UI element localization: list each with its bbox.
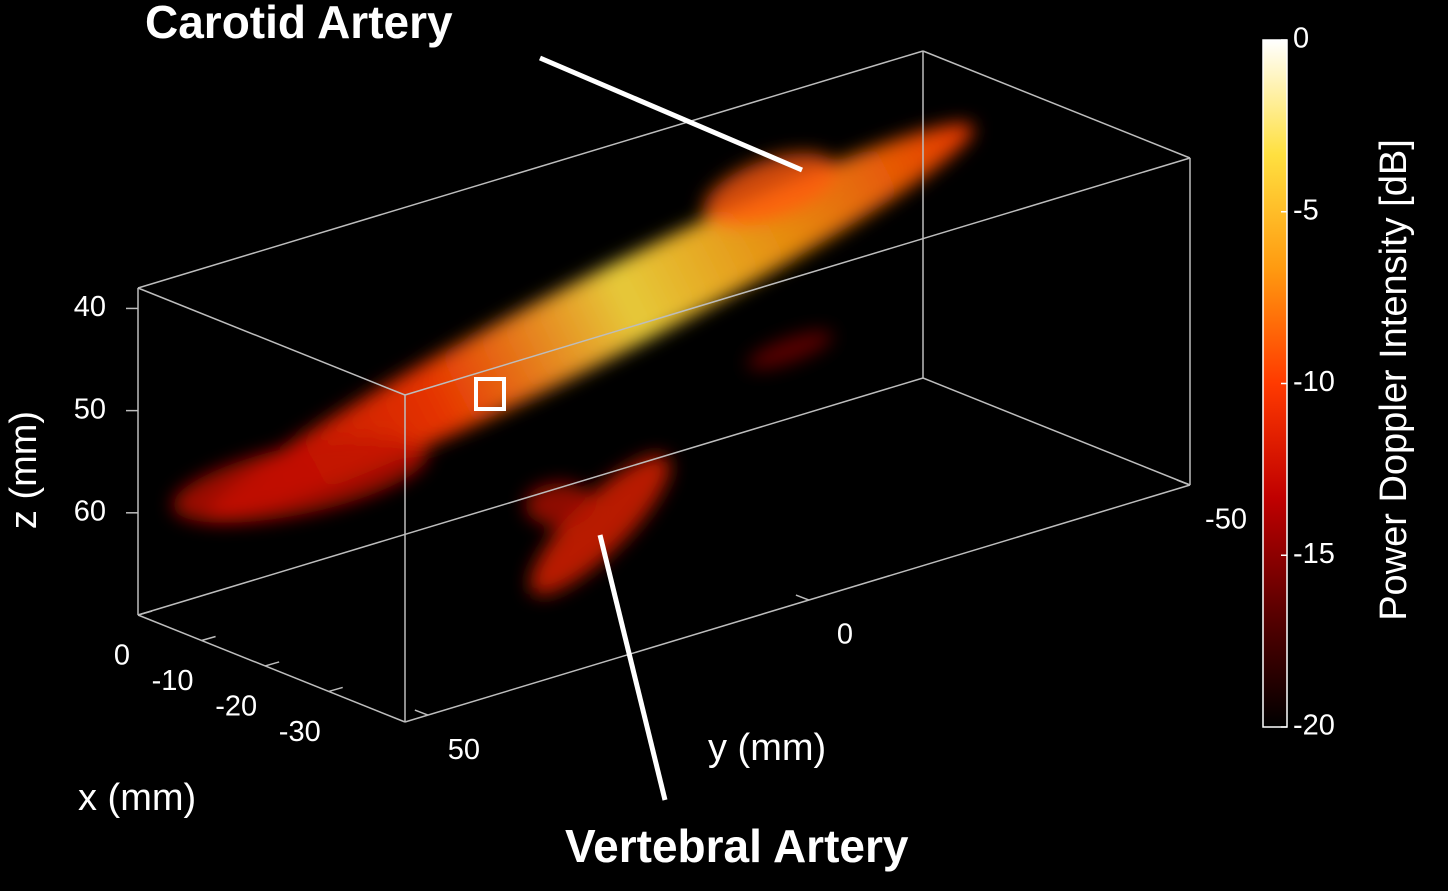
box-edge bbox=[404, 157, 1191, 396]
x-tick bbox=[264, 661, 280, 667]
z-axis-label: z (mm) bbox=[3, 411, 45, 529]
box-edge bbox=[922, 377, 1191, 486]
y-tick bbox=[1176, 479, 1191, 486]
colorbar-tick-label: -15 bbox=[1293, 538, 1335, 570]
box-edge bbox=[922, 50, 1191, 159]
vertebral-blob bbox=[529, 454, 671, 596]
y-tick-label: 0 bbox=[837, 619, 853, 651]
carotid-blob bbox=[206, 123, 974, 521]
z-tick-label: 50 bbox=[74, 393, 106, 425]
colorbar-tick-label: -20 bbox=[1293, 710, 1335, 742]
colorbar-label: Power Doppler Intensity [dB] bbox=[1373, 139, 1415, 621]
y-tick bbox=[414, 709, 429, 716]
pointer-line bbox=[597, 534, 668, 801]
x-tick bbox=[137, 610, 153, 616]
x-tick-label: -10 bbox=[152, 665, 194, 697]
roi-marker bbox=[474, 377, 506, 411]
bounding-box bbox=[137, 50, 1191, 723]
box-edge bbox=[404, 484, 1191, 723]
colorbar-tick-label: -10 bbox=[1293, 366, 1335, 398]
z-tick-label: 40 bbox=[74, 291, 106, 323]
vessel-rendering bbox=[172, 123, 974, 596]
box-edge bbox=[137, 50, 924, 289]
pointer-line bbox=[539, 55, 803, 173]
carotid-blob bbox=[703, 153, 837, 227]
vertebral-blob bbox=[525, 483, 595, 527]
box-edge bbox=[137, 377, 924, 616]
x-axis-label: x (mm) bbox=[78, 777, 196, 819]
z-tick-label: 60 bbox=[74, 495, 106, 527]
colorbar-tick-label: -5 bbox=[1293, 194, 1319, 226]
box-edge bbox=[137, 614, 406, 723]
box-edge bbox=[137, 287, 406, 396]
minor-vessel bbox=[747, 330, 833, 370]
y-axis-label: y (mm) bbox=[708, 727, 826, 769]
y-tick-label: -50 bbox=[1205, 504, 1247, 536]
carotid-blob bbox=[172, 437, 428, 523]
x-tick-label: -30 bbox=[279, 716, 321, 748]
x-tick bbox=[328, 686, 343, 693]
annotation: Vertebral Artery bbox=[565, 820, 909, 872]
colorbar-tick-label: 0 bbox=[1293, 23, 1309, 55]
x-tick-label: 0 bbox=[114, 640, 130, 672]
y-tick-label: 50 bbox=[448, 734, 480, 766]
y-tick bbox=[795, 594, 810, 601]
annotation: Carotid Artery bbox=[145, 0, 453, 48]
x-tick bbox=[201, 635, 216, 642]
x-tick-label: -20 bbox=[215, 691, 257, 723]
